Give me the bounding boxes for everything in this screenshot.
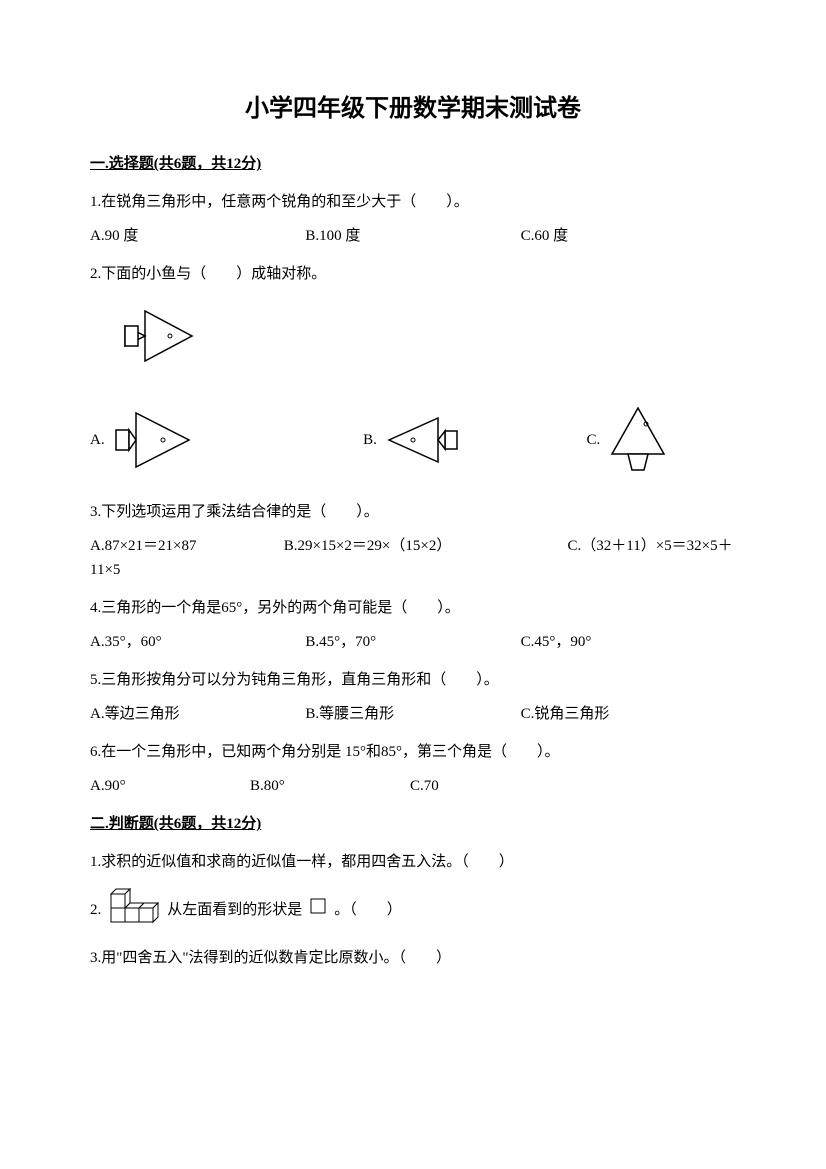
- q1-opt-b: B.100 度: [305, 224, 520, 248]
- question-3: 3.下列选项运用了乘法结合律的是（ ）。 A.87×21＝21×87 B.29×…: [90, 500, 736, 582]
- section-1-header: 一.选择题(共6题，共12分): [90, 152, 736, 176]
- q3-opt-a: A.87×21＝21×87: [90, 534, 280, 558]
- square-icon: [310, 898, 326, 922]
- fish-b-icon: [383, 413, 463, 467]
- q6-text: 6.在一个三角形中，已知两个角分别是 15°和85°，第三个角是（ ）。: [90, 740, 736, 764]
- q2-opt-c-label: C.: [586, 428, 600, 452]
- q4-opt-a: A.35°，60°: [90, 630, 305, 654]
- q1-text: 1.在锐角三角形中，任意两个锐角的和至少大于（ ）。: [90, 190, 736, 214]
- question-2: 2.下面的小鱼与（ ）成轴对称。 A. B.: [90, 262, 736, 476]
- q6-opt-b: B.80°: [250, 774, 410, 798]
- q6-opt-c: C.70: [410, 774, 570, 798]
- q1-opt-a: A.90 度: [90, 224, 305, 248]
- q2-opt-b-label: B.: [363, 428, 377, 452]
- q5-text: 5.三角形按角分可以分为钝角三角形，直角三角形和（ ）。: [90, 668, 736, 692]
- q5-opt-c: C.锐角三角形: [521, 702, 736, 726]
- q2-text: 2.下面的小鱼与（ ）成轴对称。: [90, 262, 736, 286]
- s2-question-3: 3.用"四舍五入"法得到的近似数肯定比原数小。（ ）: [90, 946, 736, 970]
- fish-c-icon: [606, 404, 670, 476]
- question-5: 5.三角形按角分可以分为钝角三角形，直角三角形和（ ）。 A.等边三角形 B.等…: [90, 668, 736, 726]
- q3-opt-b: B.29×15×2＝29×（15×2）: [284, 534, 564, 558]
- q4-text: 4.三角形的一个角是65°，另外的两个角可能是（ ）。: [90, 596, 736, 620]
- q2-reference-fish: [120, 306, 736, 374]
- fish-a-icon: [111, 408, 195, 472]
- q5-opt-a: A.等边三角形: [90, 702, 305, 726]
- q3-text: 3.下列选项运用了乘法结合律的是（ ）。: [90, 500, 736, 524]
- s2-question-1: 1.求积的近似值和求商的近似值一样，都用四舍五入法。（ ）: [90, 850, 736, 874]
- question-1: 1.在锐角三角形中，任意两个锐角的和至少大于（ ）。 A.90 度 B.100 …: [90, 190, 736, 248]
- q2-opt-c: C.: [521, 404, 736, 476]
- page-title: 小学四年级下册数学期末测试卷: [90, 90, 736, 128]
- s2-q1-text: 1.求积的近似值和求商的近似值一样，都用四舍五入法。（ ）: [90, 854, 514, 870]
- q4-opt-b: B.45°，70°: [305, 630, 520, 654]
- q4-opt-c: C.45°，90°: [521, 630, 736, 654]
- q1-opt-c: C.60 度: [521, 224, 736, 248]
- s2-q3-text: 3.用"四舍五入"法得到的近似数肯定比原数小。（ ）: [90, 950, 451, 966]
- s2-q2-a: 2.: [90, 898, 101, 922]
- question-4: 4.三角形的一个角是65°，另外的两个角可能是（ ）。 A.35°，60° B.…: [90, 596, 736, 654]
- q5-opt-b: B.等腰三角形: [305, 702, 520, 726]
- fish-right-icon: [120, 306, 198, 366]
- s2-q2-b: 从左面看到的形状是: [167, 898, 302, 922]
- q2-opt-b: B.: [305, 413, 520, 467]
- cube-l-shape-icon: [109, 888, 159, 932]
- question-6: 6.在一个三角形中，已知两个角分别是 15°和85°，第三个角是（ ）。 A.9…: [90, 740, 736, 798]
- section-2-header: 二.判断题(共6题，共12分): [90, 812, 736, 836]
- q2-opt-a-label: A.: [90, 428, 105, 452]
- q6-opt-a: A.90°: [90, 774, 250, 798]
- q2-opt-a: A.: [90, 408, 305, 472]
- s2-question-2: 2. 从左面看到的形状是 。（ ）: [90, 888, 736, 932]
- s2-q2-c: 。（ ）: [334, 898, 402, 922]
